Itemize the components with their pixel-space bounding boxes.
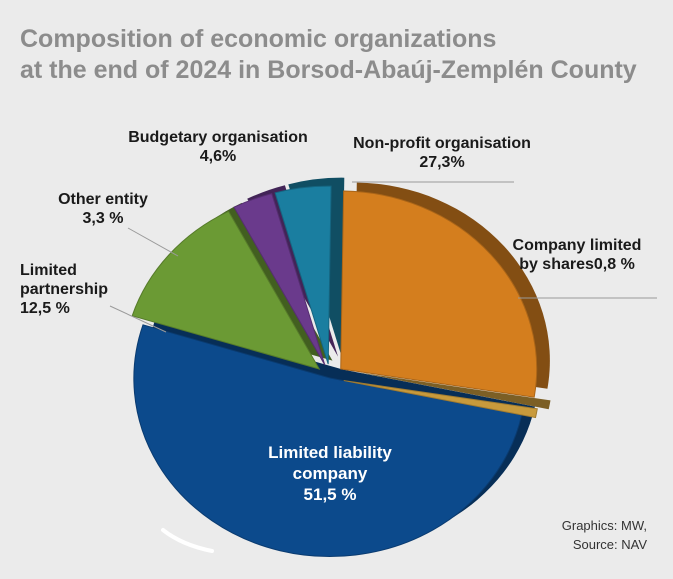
credits-graphics: Graphics: MW, (561, 518, 647, 533)
label-limited-partnership: Limited partnership 12,5 % (20, 261, 140, 318)
slice-non-profit-organisation (340, 190, 538, 398)
label-budgetary-organisation: Budgetary organisation 4,6% (92, 128, 344, 166)
slice-limited-liability-company (133, 324, 523, 558)
label-nonprofit-value: 27,3% (419, 154, 465, 171)
slice-company-limited-by-shares (343, 380, 538, 419)
leader-partnership (109, 305, 167, 333)
slice-other-entity (233, 192, 326, 366)
label-llc-name-2: company (292, 464, 368, 483)
label-partnership-name-2: partnership (20, 281, 109, 298)
leader-other (127, 227, 179, 257)
label-other-value: 3,3 % (82, 210, 124, 227)
label-nonprofit-name: Non-profit organisation (353, 135, 531, 152)
label-shares-name: Company limited (512, 237, 642, 254)
label-non-profit-organisation: Non-profit organisation 27,3% (322, 134, 562, 172)
label-budgetary-value: 4,6% (199, 148, 237, 165)
slice-depth-company-limited-by-shares (356, 372, 551, 410)
label-partnership-value: 12,5 % (20, 300, 70, 317)
slice-budgetary-organisation (274, 185, 332, 365)
label-llc-name-1: Limited liability (268, 443, 392, 462)
credits-source: Source: NAV (572, 537, 647, 552)
label-other-entity: Other entity 3,3 % (38, 190, 168, 228)
label-budgetary-name: Budgetary organisation (128, 129, 308, 146)
label-limited-liability-company: Limited liability company 51,5 % (232, 442, 428, 505)
slice-limited-partnership (131, 210, 321, 370)
label-other-name: Other entity (58, 191, 148, 208)
chart-credits: Graphics: MW, Source: NAV (562, 516, 647, 554)
label-llc-value: 51,5 % (303, 485, 357, 504)
pie-slices (131, 185, 538, 558)
highlight-arc (161, 528, 214, 553)
leader-lines (109, 181, 657, 333)
label-partnership-name-1: Limited (20, 262, 77, 279)
chart-title-line-1: Composition of economic organizations (20, 25, 497, 53)
label-shares-value: by shares0,8 % (519, 256, 635, 273)
chart-title-line-2: at the end of 2024 in Borsod-Abaúj-Zempl… (20, 56, 637, 84)
chart-title: Composition of economic organizations at… (20, 24, 660, 86)
label-company-limited-by-shares: Company limited by shares0,8 % (486, 236, 668, 274)
